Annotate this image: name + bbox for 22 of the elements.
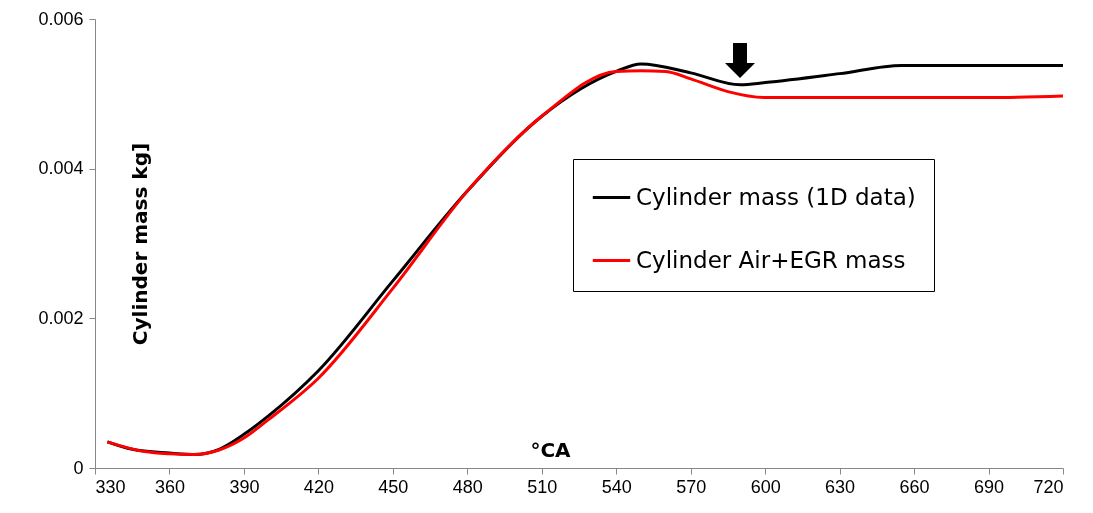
y-tick-label: 0 bbox=[73, 457, 84, 478]
x-tick-label: 660 bbox=[899, 476, 930, 497]
x-tick-label: 570 bbox=[676, 476, 707, 497]
y-tick-label: 0.006 bbox=[38, 8, 84, 29]
y-axis-title: Cylinder mass kg] bbox=[127, 142, 152, 346]
x-tick-label: 690 bbox=[974, 476, 1005, 497]
legend-label: Cylinder Air+EGR mass bbox=[636, 246, 906, 273]
x-tick-label: 390 bbox=[229, 476, 260, 497]
x-tick-label: 360 bbox=[154, 476, 185, 497]
x-tick-label: 330 bbox=[95, 476, 126, 497]
x-tick-label: 630 bbox=[825, 476, 856, 497]
x-axis-title: °CA bbox=[530, 437, 572, 462]
legend-label: Cylinder mass (1D data) bbox=[636, 183, 916, 210]
y-tick-label: 0.004 bbox=[38, 158, 84, 179]
x-tick-label: 600 bbox=[750, 476, 781, 497]
x-tick-label: 480 bbox=[452, 476, 483, 497]
x-tick-label: 720 bbox=[1033, 476, 1064, 497]
y-tick-label: 0.002 bbox=[38, 307, 84, 328]
x-tick-label: 540 bbox=[601, 476, 632, 497]
x-tick-label: 510 bbox=[527, 476, 558, 497]
x-tick-label: 420 bbox=[303, 476, 334, 497]
x-tick-label: 450 bbox=[378, 476, 409, 497]
